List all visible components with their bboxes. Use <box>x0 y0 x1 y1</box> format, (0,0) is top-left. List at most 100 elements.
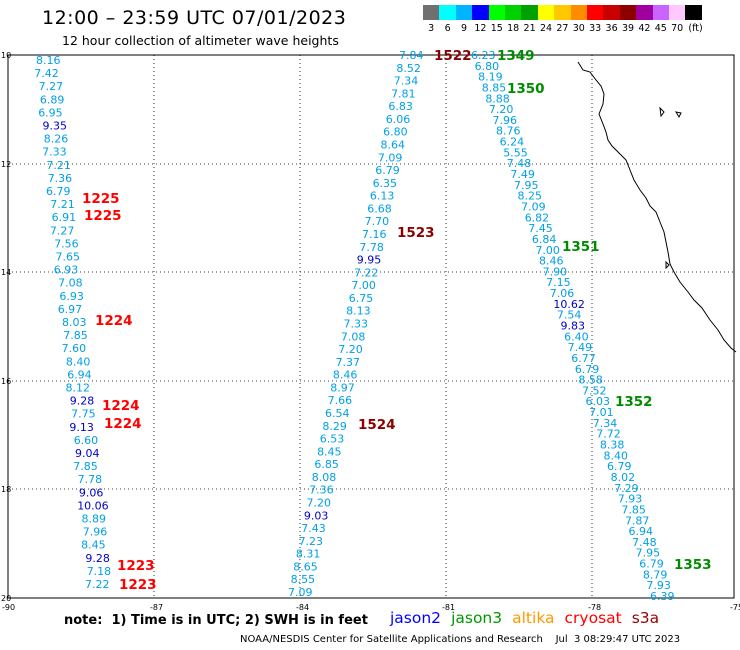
track-c-value: 6.94 <box>67 368 92 381</box>
track-a-value: 7.22 <box>354 266 379 279</box>
pass-label: 1225 <box>82 191 120 207</box>
track-a-value: 8.45 <box>317 445 342 458</box>
legend-swatch <box>537 5 555 20</box>
track-b-value: 8.79 <box>643 568 668 581</box>
legend-swatch <box>521 5 538 20</box>
track-a-value: 6.35 <box>373 177 398 190</box>
track-a-value: 7.09 <box>378 151 403 164</box>
legend-label: 30 <box>572 23 585 34</box>
track-a-value: 8.29 <box>322 420 347 433</box>
track-c-value: 6.93 <box>59 290 84 303</box>
track-c-value: 7.33 <box>42 146 67 159</box>
coastline-islet <box>659 106 665 118</box>
track-b-value: 8.85 <box>482 81 507 94</box>
track-c-value: 7.08 <box>58 277 83 290</box>
legend-swatch <box>636 5 653 20</box>
track-b-value: 7.20 <box>489 103 514 116</box>
track-b-value: 7.90 <box>543 265 568 278</box>
lat-tick-label: 12 <box>1 160 11 169</box>
track-b-value: 8.88 <box>485 92 510 105</box>
pass-label: 1353 <box>674 557 712 573</box>
track-b-value: 8.46 <box>539 255 564 268</box>
track-a-value: 6.83 <box>388 100 413 113</box>
map-subtitle: 12 hour collection of altimeter wave hei… <box>62 33 339 48</box>
lat-tick-label: 10 <box>1 51 11 60</box>
track-c-value: 7.96 <box>83 526 108 539</box>
track-c-value: 9.06 <box>79 486 104 499</box>
track-b-value: 6.79 <box>639 558 664 571</box>
satellite-altika-label: altika <box>512 609 555 627</box>
grid <box>7 54 735 599</box>
track-b-value: 7.93 <box>646 579 671 592</box>
pass-label: 1223 <box>117 558 155 574</box>
legend-label: 21 <box>523 23 536 34</box>
satellite-cryosat-label: cryosat <box>564 609 622 627</box>
track-b-value: 7.93 <box>618 493 643 506</box>
track-c-value: 8.89 <box>82 513 107 526</box>
track-b-value: 7.06 <box>550 287 575 300</box>
track-a-value: 6.85 <box>314 458 339 471</box>
track-c-value: 10.06 <box>77 499 109 512</box>
pass-label: 1524 <box>358 417 396 433</box>
pass-label: 1352 <box>615 394 653 410</box>
track-c-value: 7.75 <box>71 408 96 421</box>
track-a-value: 7.37 <box>336 356 361 369</box>
track-a-value: 9.03 <box>304 509 329 522</box>
pass-label: 1349 <box>497 48 535 64</box>
note-text: note: 1) Time is in UTC; 2) SWH is in fe… <box>64 613 368 628</box>
legend-label: 24 <box>539 23 553 34</box>
track-a-value: 6.79 <box>375 164 400 177</box>
track-c-value: 7.78 <box>78 473 103 486</box>
track-a-value: 8.52 <box>396 62 421 75</box>
track-c-value: 8.16 <box>36 54 61 67</box>
track-c-value: 7.27 <box>50 224 75 237</box>
track-c-value: 6.93 <box>54 264 79 277</box>
track-a-value: 7.66 <box>328 394 353 407</box>
track-b-value: 7.72 <box>596 428 621 441</box>
legend-swatch <box>423 5 440 20</box>
axis-labels: -90 -87 -84 -81 -78 -75 10 12 14 16 18 20 <box>1 51 740 612</box>
track-b-value: 7.45 <box>528 222 553 235</box>
track-c-value: 8.40 <box>66 355 91 368</box>
pass-label: 1224 <box>102 398 140 414</box>
track-c-value: 7.22 <box>85 578 110 591</box>
track-c-value: 9.35 <box>43 120 68 133</box>
legend-label: 27 <box>556 23 569 34</box>
track-a-value: 8.46 <box>333 369 358 382</box>
track-c-value: 9.04 <box>75 447 100 460</box>
lon-tick-label: -84 <box>296 603 309 612</box>
legend-label: 18 <box>507 23 520 34</box>
legend-swatch <box>669 5 686 20</box>
track-b-value: 7.95 <box>636 547 661 560</box>
track-c-value: 6.79 <box>46 185 71 198</box>
legend-label: 45 <box>654 23 667 34</box>
track-b-value: 7.48 <box>507 157 532 170</box>
track-a-value: 8.97 <box>330 381 355 394</box>
track-b-value: 5.55 <box>503 146 527 159</box>
track-b-value: 7.01 <box>589 406 614 419</box>
track-b-value: 7.49 <box>510 168 535 181</box>
satellite-jason2-label: jason2 <box>390 609 442 627</box>
pass-label: 1223 <box>119 577 157 593</box>
footer-credit: NOAA/NESDIS Center for Satellite Applica… <box>240 634 681 645</box>
lon-tick-label: -75 <box>730 603 740 612</box>
lat-tick-label: 14 <box>1 268 11 277</box>
legend-swatch <box>439 5 456 20</box>
pass-label: 1350 <box>507 81 545 97</box>
track-b-value: 7.15 <box>546 276 571 289</box>
track-c-value: 7.36 <box>48 172 72 185</box>
legend-label: 33 <box>589 23 602 34</box>
track-b-value: 8.19 <box>478 71 503 84</box>
track-c-value: 6.89 <box>40 93 65 106</box>
track-a-value: 8.65 <box>293 560 318 573</box>
lon-tick-label: -78 <box>588 603 601 612</box>
track-a-value: 7.00 <box>351 279 376 292</box>
map-frame <box>7 54 735 599</box>
track-a-value: 7.33 <box>344 318 369 331</box>
track-a-value: 7.23 <box>299 535 324 548</box>
track-c-value: 9.13 <box>69 421 94 434</box>
track-b-value: 10.62 <box>553 298 585 311</box>
track-b-value: 6.23 <box>471 49 496 62</box>
track-c-value: 8.45 <box>81 539 106 552</box>
